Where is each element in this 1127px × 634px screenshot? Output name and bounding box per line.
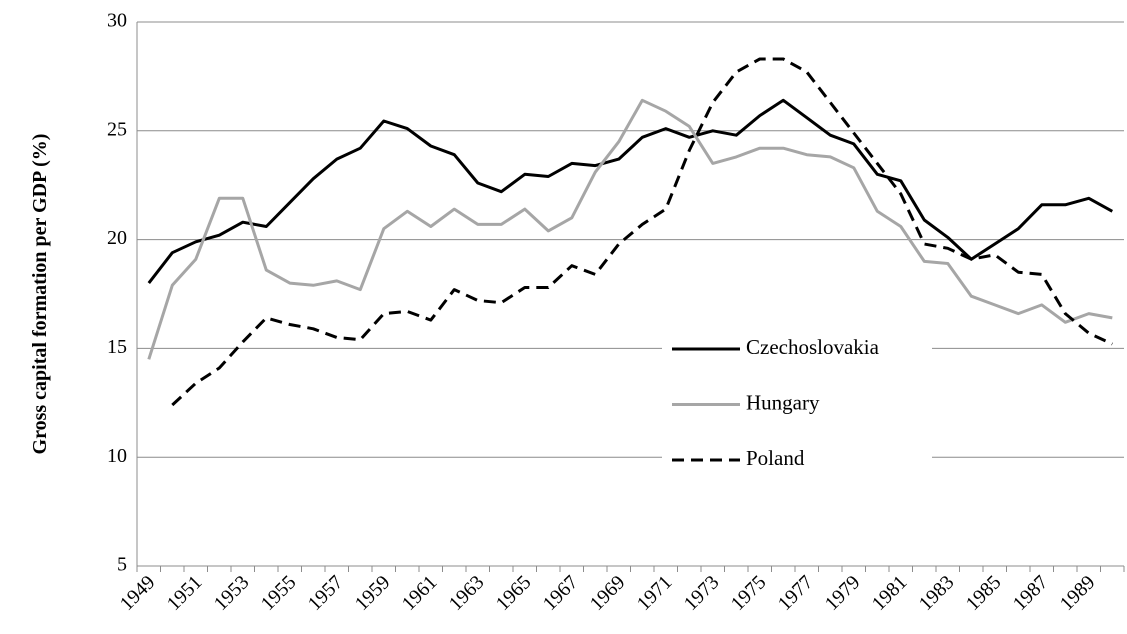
x-tick-label: 1957 — [304, 571, 348, 615]
legend-label: Poland — [746, 446, 805, 470]
x-tick-label: 1965 — [492, 571, 536, 615]
y-tick-label: 5 — [117, 554, 127, 576]
x-tick-label: 1979 — [821, 571, 865, 615]
y-tick-label: 30 — [107, 10, 127, 32]
line-series — [147, 98, 1114, 285]
x-tick-label: 1977 — [774, 571, 818, 615]
x-tick-label: 1971 — [633, 571, 677, 615]
legend-label: Czechoslovakia — [746, 335, 880, 359]
x-tick-label: 1951 — [163, 571, 207, 615]
x-tick-label: 1949 — [116, 571, 160, 615]
x-tick-label: 1967 — [539, 571, 583, 615]
x-tick-label: 1963 — [445, 571, 489, 615]
x-tick-label: 1975 — [727, 571, 771, 615]
line-series — [171, 57, 1113, 407]
legend-label: Hungary — [746, 390, 820, 414]
x-tick-label: 1985 — [962, 571, 1006, 615]
x-tick-label: 1989 — [1056, 571, 1100, 615]
x-tick-label: 1961 — [398, 571, 442, 615]
y-tick-label: 10 — [107, 445, 127, 467]
y-tick-label: 20 — [107, 227, 127, 249]
x-tick-label: 1981 — [868, 571, 912, 615]
x-tick-label: 1959 — [351, 571, 395, 615]
x-tick-label: 1969 — [586, 571, 630, 615]
y-tick-label: 25 — [107, 118, 127, 140]
x-tick-label: 1987 — [1009, 571, 1053, 615]
x-tick-label: 1983 — [915, 571, 959, 615]
y-tick-label: 15 — [107, 336, 127, 358]
x-tick-label: 1973 — [680, 571, 724, 615]
x-tick-label: 1955 — [257, 571, 301, 615]
line-series — [147, 98, 1113, 360]
x-tick-label: 1953 — [210, 571, 254, 615]
y-axis-title: Gross capital formation per GDP (%) — [29, 134, 51, 455]
